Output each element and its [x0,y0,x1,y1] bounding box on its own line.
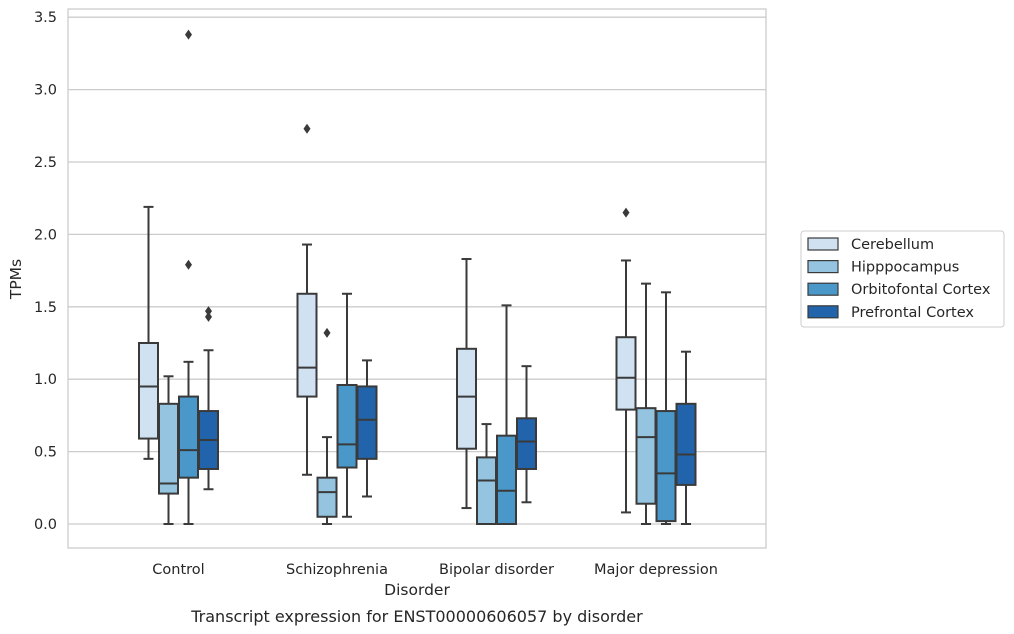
x-tick-label: Control [152,562,204,578]
box-prefrontal-cortex [675,350,697,525]
box-orbitofontal-cortex [178,29,199,525]
box-iqr [296,292,318,398]
y-axis-title: TPMs [7,259,25,300]
box-orbitofontal-cortex [336,292,358,518]
box-hipppocampus [635,282,657,525]
legend-swatch [807,282,839,296]
box-iqr [178,395,199,479]
box-hipppocampus [158,375,179,525]
box-orbitofontal-cortex [496,304,517,525]
box-iqr [635,407,657,505]
outlier-point [622,207,630,218]
box-iqr [138,342,159,440]
box-iqr [316,476,338,518]
box-iqr [336,383,358,469]
legend-item: Hipppocampus [807,260,959,276]
box-iqr [496,434,517,525]
legend-item: Cerebellum [807,237,934,253]
box-iqr [655,410,677,523]
y-tick-label: 3.5 [34,10,57,26]
box-prefrontal-cortex [198,306,219,491]
box-plot-marks [138,29,697,525]
box-cerebellum [615,207,637,514]
y-tick-label: 3.0 [34,83,57,99]
legend-label: Cerebellum [851,237,934,253]
outlier-point [205,311,212,322]
x-tick-label: Major depression [594,562,718,578]
outlier-point [185,259,192,270]
plot-frame [67,8,767,549]
y-tick-label: 1.5 [34,300,57,316]
outlier-point [185,29,192,40]
outlier-point [323,327,331,338]
x-axis-title: Disorder [384,581,450,599]
box-prefrontal-cortex [516,365,537,504]
box-cerebellum [138,205,159,460]
box-iqr [516,417,537,470]
legend-item: Orbitofontal Cortex [807,282,991,298]
x-tick-labels: Control Schizophrenia Bipolar disorder Majo… [152,562,718,578]
y-tick-label: 0.5 [34,445,57,461]
y-tick-label: 0.0 [34,517,57,533]
box-prefrontal-cortex [356,359,378,498]
outlier-point [205,306,212,317]
x-tick-label: Bipolar disorder [439,562,554,578]
box-iqr [476,456,497,525]
legend-item: Prefrontal Cortex [807,305,974,321]
box-iqr [356,385,378,460]
outlier-point [303,123,311,134]
box-iqr [615,336,637,411]
chart-caption: Transcript expression for ENST0000060605… [190,607,643,626]
box-orbitofontal-cortex [655,291,677,525]
y-tick-label: 2.5 [34,155,57,171]
y-tick-label: 2.0 [34,227,57,243]
legend-swatch [807,260,839,274]
legend-label: Orbitofontal Cortex [851,282,991,298]
legend-label: Prefrontal Cortex [851,305,974,321]
box-cerebellum [456,258,477,510]
box-cerebellum [296,123,318,476]
legend-swatch [807,237,839,251]
legend-swatch [807,305,839,319]
legend-frame [800,230,1005,328]
legend: Cerebellum Hipppocampus Orbitofontal Corte… [800,230,1005,328]
y-tick-label: 1.0 [34,372,57,388]
box-iqr [456,347,477,450]
x-tick-label: Schizophrenia [286,562,388,578]
box-iqr [675,402,697,486]
box-iqr [158,402,179,495]
box-hipppocampus [316,327,338,525]
y-tick-labels: 0.0 0.5 1.0 1.5 2.0 2.5 3.0 3.5 [34,10,57,533]
box-hipppocampus [476,423,497,525]
legend-label: Hipppocampus [851,260,959,276]
